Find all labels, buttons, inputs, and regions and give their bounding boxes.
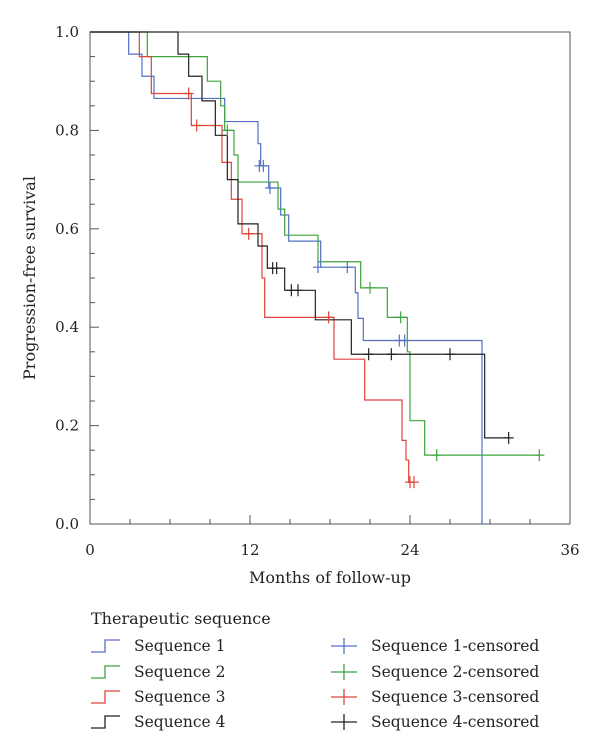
legend-censor-symbol bbox=[331, 689, 357, 705]
plot-border bbox=[89, 31, 571, 525]
y-tick-label: 0.4 bbox=[55, 318, 79, 336]
y-tick-label: 1.0 bbox=[55, 23, 79, 41]
censor-mark-2 bbox=[431, 449, 442, 462]
legend-label: Sequence 3-censored bbox=[371, 688, 539, 706]
censor-mark-2 bbox=[395, 311, 406, 324]
censor-mark-1 bbox=[313, 261, 323, 274]
series-line-2 bbox=[90, 31, 540, 456]
censor-mark-4 bbox=[271, 262, 282, 275]
legend-label: Sequence 3 bbox=[134, 688, 226, 706]
censor-mark-3 bbox=[243, 227, 254, 240]
x-tick-label: 0 bbox=[85, 541, 95, 559]
legend-step-symbol bbox=[91, 690, 120, 704]
legend-censor-symbol bbox=[331, 664, 357, 680]
y-axis-title: Progression-free survival bbox=[20, 176, 39, 380]
legend-label: Sequence 2-censored bbox=[371, 663, 539, 681]
censor-mark-1 bbox=[258, 159, 269, 172]
censor-layer bbox=[183, 87, 545, 489]
censor-mark-3 bbox=[323, 311, 334, 324]
legend-censor-symbol bbox=[331, 714, 357, 730]
legend-label: Sequence 1 bbox=[134, 637, 226, 655]
x-axis: 0 12 24 36 bbox=[85, 515, 580, 559]
censor-mark-3 bbox=[191, 119, 202, 132]
legend-step-symbol bbox=[91, 639, 120, 653]
x-tick-label: 12 bbox=[240, 541, 259, 559]
censor-mark-1 bbox=[342, 261, 353, 274]
y-tick-label: 0.0 bbox=[55, 515, 79, 533]
x-tick-label: 36 bbox=[560, 541, 579, 559]
censor-mark-1 bbox=[399, 334, 410, 347]
legend-censor-symbol bbox=[331, 638, 357, 654]
x-axis-title: Months of follow-up bbox=[249, 568, 411, 587]
censor-mark-2 bbox=[534, 449, 545, 462]
series-layer bbox=[90, 31, 540, 525]
y-axis: 0.0 0.2 0.4 0.6 0.8 1.0 bbox=[55, 23, 99, 533]
censor-mark-3 bbox=[183, 87, 194, 100]
censor-mark-2 bbox=[365, 281, 375, 294]
legend-step-symbol bbox=[91, 665, 120, 679]
censor-mark-2 bbox=[222, 124, 233, 137]
legend-label: Sequence 1-censored bbox=[371, 637, 539, 655]
series-line-4 bbox=[90, 31, 509, 439]
plot-frame bbox=[89, 31, 571, 525]
censor-mark-4 bbox=[293, 284, 303, 297]
legend-label: Sequence 4 bbox=[134, 713, 226, 731]
y-tick-label: 0.2 bbox=[55, 417, 79, 435]
legend: Sequence 1 Sequence 2 Sequence 3 Sequence 4… bbox=[91, 637, 539, 731]
censor-mark-1 bbox=[265, 181, 275, 194]
legend-step-symbol bbox=[91, 715, 120, 729]
x-tick-label: 24 bbox=[400, 541, 419, 559]
legend-label: Sequence 2 bbox=[134, 663, 226, 681]
censor-mark-4 bbox=[363, 348, 374, 361]
y-tick-label: 0.6 bbox=[55, 220, 79, 238]
legend-title: Therapeutic sequence bbox=[91, 609, 271, 628]
censor-mark-4 bbox=[445, 348, 455, 361]
series-line-1 bbox=[90, 31, 485, 525]
y-tick-label: 0.8 bbox=[55, 121, 79, 139]
censor-mark-4 bbox=[386, 348, 397, 361]
legend-label: Sequence 4-censored bbox=[371, 713, 539, 731]
series-line-3 bbox=[90, 31, 414, 483]
censor-mark-4 bbox=[503, 431, 514, 444]
censor-mark-3 bbox=[409, 476, 419, 489]
